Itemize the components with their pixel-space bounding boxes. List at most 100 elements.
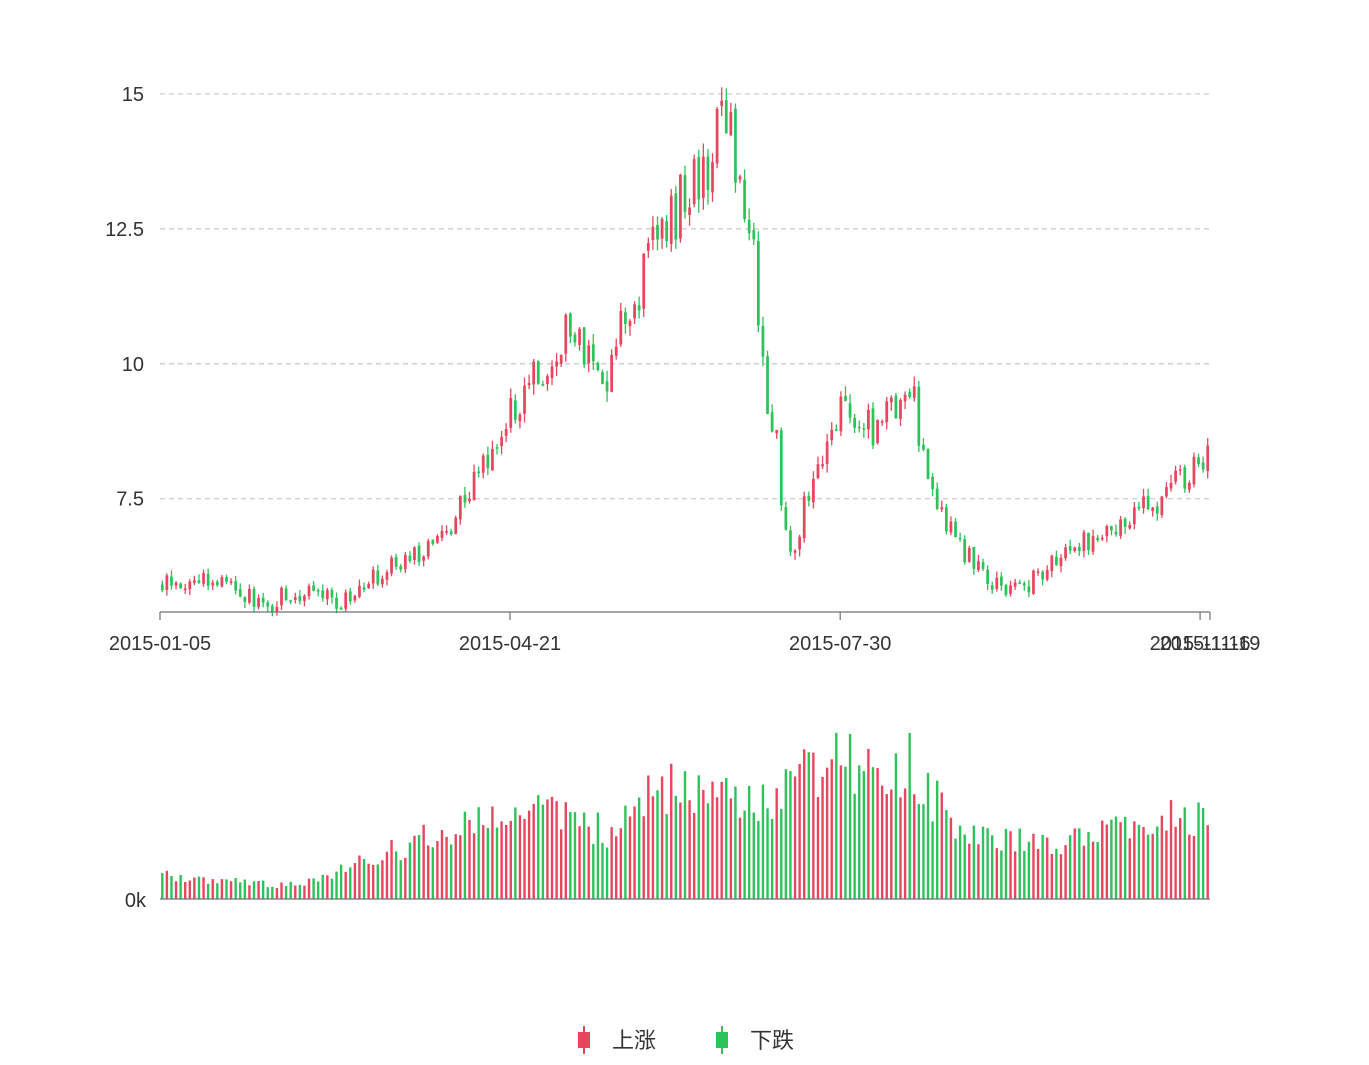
candle	[578, 327, 581, 351]
candle	[954, 518, 957, 538]
candle	[1105, 524, 1109, 543]
volume-bar	[1004, 828, 1008, 899]
candle	[1059, 554, 1063, 573]
volume-bar	[560, 829, 563, 899]
candle	[564, 313, 568, 362]
candle	[857, 420, 861, 433]
volume-bar	[890, 789, 893, 899]
legend-down-icon	[716, 1032, 728, 1048]
volume-bar	[573, 812, 577, 899]
volume-bar	[266, 887, 269, 899]
candle	[1142, 488, 1145, 514]
volume-bar	[1169, 800, 1173, 899]
candle	[1178, 465, 1182, 476]
candle	[793, 549, 797, 560]
x-tick-label: 2015-01-05	[109, 633, 211, 655]
volume-bar	[954, 838, 957, 899]
volume-bar	[949, 817, 953, 899]
candle	[743, 169, 746, 223]
volume-bar	[642, 816, 645, 899]
volume-bar	[275, 887, 279, 899]
candle	[500, 431, 503, 455]
volume-bar	[422, 824, 425, 899]
candle	[179, 582, 183, 589]
volume-bar	[271, 886, 274, 899]
candle	[1110, 525, 1113, 536]
candle	[316, 588, 320, 597]
volume-bar	[220, 879, 224, 899]
volume-bar	[372, 864, 375, 899]
candle	[555, 353, 558, 376]
volume-bar	[569, 812, 572, 899]
volume-bar	[715, 797, 719, 899]
volume-bar	[321, 874, 324, 899]
candle	[889, 395, 893, 411]
candle	[385, 569, 389, 586]
candle	[183, 583, 187, 594]
candle	[876, 419, 879, 445]
candle	[775, 429, 779, 439]
volume-bar	[853, 793, 856, 899]
volume-bar	[188, 880, 192, 899]
volume-bar	[1137, 824, 1141, 899]
candle	[724, 88, 728, 134]
candle	[802, 491, 806, 543]
candle	[394, 553, 398, 570]
candle	[1018, 579, 1022, 585]
volume-bar	[610, 827, 613, 899]
volume-bar	[1146, 834, 1150, 899]
volume-bar	[688, 800, 691, 899]
candle	[871, 402, 875, 450]
candle	[243, 596, 247, 609]
volume-bar	[184, 882, 187, 899]
volume-bar	[702, 789, 705, 899]
candle	[839, 391, 843, 436]
candle	[633, 301, 636, 324]
candle	[454, 515, 458, 535]
candle	[1045, 565, 1049, 582]
legend[interactable]: 上涨 下跌	[578, 1026, 794, 1054]
price-candles	[160, 87, 1210, 617]
candle	[816, 456, 820, 480]
candle	[807, 491, 811, 507]
candle	[674, 186, 678, 249]
candle	[944, 503, 948, 535]
volume-bar	[316, 881, 320, 899]
candle	[413, 546, 416, 565]
candle	[280, 586, 283, 610]
volume-bar	[358, 855, 361, 899]
volume-bar	[541, 804, 545, 899]
candle	[491, 440, 494, 471]
volume-bar	[803, 749, 806, 899]
volume-bar	[738, 817, 742, 899]
candle	[683, 165, 687, 219]
candle	[1123, 517, 1127, 534]
legend-item-down[interactable]: 下跌	[716, 1026, 794, 1054]
volume-bar	[436, 841, 439, 899]
volume-bar	[615, 836, 618, 899]
candle	[912, 376, 916, 402]
candle	[628, 319, 632, 336]
candle	[266, 600, 270, 612]
legend-item-up[interactable]: 上涨	[578, 1026, 656, 1054]
candle	[445, 525, 448, 535]
volume-bar	[729, 798, 733, 899]
candle	[917, 380, 921, 452]
volume-bar	[1123, 816, 1127, 899]
candle	[756, 231, 760, 333]
volume-bar	[523, 818, 526, 899]
volume-bar	[468, 819, 471, 899]
volume-bar	[821, 776, 824, 899]
candle	[472, 464, 476, 501]
volume-bar	[1059, 854, 1063, 899]
volume-bar	[789, 771, 792, 899]
volume-bar	[216, 883, 219, 899]
candle	[1096, 535, 1100, 543]
candle	[1091, 529, 1095, 555]
volume-bar	[1156, 826, 1159, 899]
volume-bar	[527, 810, 531, 899]
candle	[504, 423, 508, 443]
volume-bar	[972, 825, 976, 899]
volume-bar	[679, 802, 682, 899]
candle	[830, 422, 834, 446]
